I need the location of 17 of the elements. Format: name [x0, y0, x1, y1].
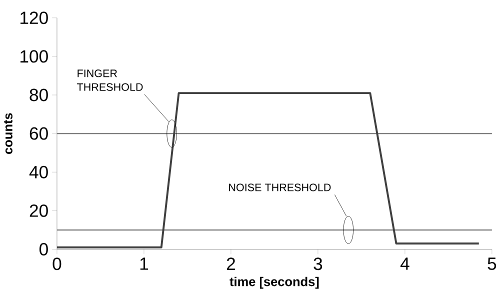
y-tick-label: 0 [39, 243, 48, 256]
x-tick-label: 0 [52, 258, 62, 270]
x-tick-label: 3 [314, 258, 322, 270]
y-tick-label: 80 [30, 88, 48, 102]
y-tick-label: 20 [30, 204, 48, 217]
x-axis-title: time [seconds] [230, 276, 319, 289]
x-tick-label: 2 [226, 258, 235, 270]
x-tick-label: 4 [400, 258, 410, 270]
x-tick-label: 1 [140, 258, 148, 270]
y-tick-label: 40 [29, 166, 48, 178]
annotation: NOISE THRESHOLD [229, 184, 331, 192]
y-tick-label: 60 [30, 127, 48, 140]
x-tick-label: 5 [488, 258, 496, 270]
y-tick-label: 100 [20, 50, 48, 63]
y-tick-label: 120 [20, 12, 48, 24]
y-axis-title: counts [4, 113, 12, 154]
annotation: FINGER THRESHOLD [77, 70, 143, 91]
